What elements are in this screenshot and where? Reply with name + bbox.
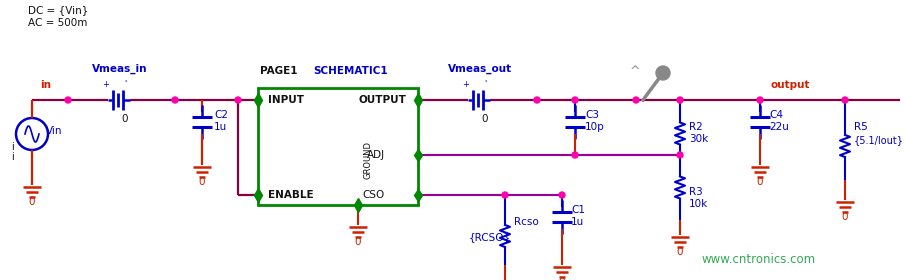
Text: GROUND: GROUND — [364, 141, 373, 179]
Text: R3: R3 — [689, 187, 703, 197]
Text: 0: 0 — [558, 277, 566, 280]
Text: R2: R2 — [689, 122, 703, 132]
Text: 0: 0 — [199, 177, 205, 187]
Text: Vin: Vin — [46, 126, 62, 136]
Text: PAGE1: PAGE1 — [260, 66, 298, 76]
Text: output: output — [770, 80, 810, 90]
Text: ADJ: ADJ — [367, 150, 385, 160]
Text: Rcso: Rcso — [514, 217, 538, 227]
Circle shape — [65, 97, 71, 103]
Circle shape — [757, 97, 763, 103]
Text: C2: C2 — [214, 110, 228, 120]
Text: 0: 0 — [355, 237, 361, 247]
Text: Vmeas_in: Vmeas_in — [92, 64, 148, 74]
Text: +: + — [102, 80, 110, 89]
Circle shape — [677, 97, 683, 103]
Text: i: i — [11, 152, 14, 162]
Text: R5: R5 — [854, 122, 868, 132]
Text: C1: C1 — [571, 205, 585, 215]
Text: C4: C4 — [769, 110, 783, 120]
Text: 0: 0 — [29, 197, 35, 207]
Circle shape — [559, 192, 565, 198]
Circle shape — [172, 97, 178, 103]
Text: AC = 500m: AC = 500m — [28, 18, 88, 28]
Text: Vmeas_out: Vmeas_out — [448, 64, 512, 74]
Circle shape — [572, 97, 578, 103]
Text: 10k: 10k — [689, 199, 709, 209]
Text: DC = {Vin}: DC = {Vin} — [28, 5, 89, 15]
Circle shape — [572, 152, 578, 158]
Text: INPUT: INPUT — [268, 95, 304, 105]
Bar — [258, 88, 418, 205]
Circle shape — [842, 97, 848, 103]
Circle shape — [502, 192, 508, 198]
Text: 0: 0 — [481, 114, 489, 124]
Text: 0: 0 — [842, 212, 848, 222]
Text: CSO: CSO — [363, 190, 385, 200]
Text: SCHEMATIC1: SCHEMATIC1 — [313, 66, 387, 76]
Circle shape — [235, 97, 241, 103]
Text: 0: 0 — [122, 114, 129, 124]
Text: {5.1/Iout}: {5.1/Iout} — [854, 135, 904, 145]
Text: 0: 0 — [677, 247, 683, 257]
Circle shape — [677, 152, 683, 158]
Text: ^: ^ — [630, 65, 640, 78]
Text: 10p: 10p — [585, 122, 605, 132]
Circle shape — [534, 97, 540, 103]
Text: ENABLE: ENABLE — [268, 190, 314, 200]
Text: C3: C3 — [585, 110, 599, 120]
Circle shape — [633, 97, 639, 103]
Text: 30k: 30k — [689, 134, 709, 144]
Text: i: i — [11, 142, 14, 152]
Text: {RCSO}: {RCSO} — [469, 232, 511, 242]
Circle shape — [656, 66, 670, 80]
Text: +: + — [462, 80, 470, 89]
Text: 0: 0 — [757, 177, 763, 187]
Text: 22u: 22u — [769, 122, 789, 132]
Text: in: in — [41, 80, 52, 90]
Text: ': ' — [484, 80, 486, 89]
Text: www.cntronics.com: www.cntronics.com — [701, 253, 815, 266]
Text: 1u: 1u — [571, 217, 585, 227]
Text: ': ' — [124, 80, 126, 89]
Text: 1u: 1u — [214, 122, 227, 132]
Text: OUTPUT: OUTPUT — [358, 95, 405, 105]
